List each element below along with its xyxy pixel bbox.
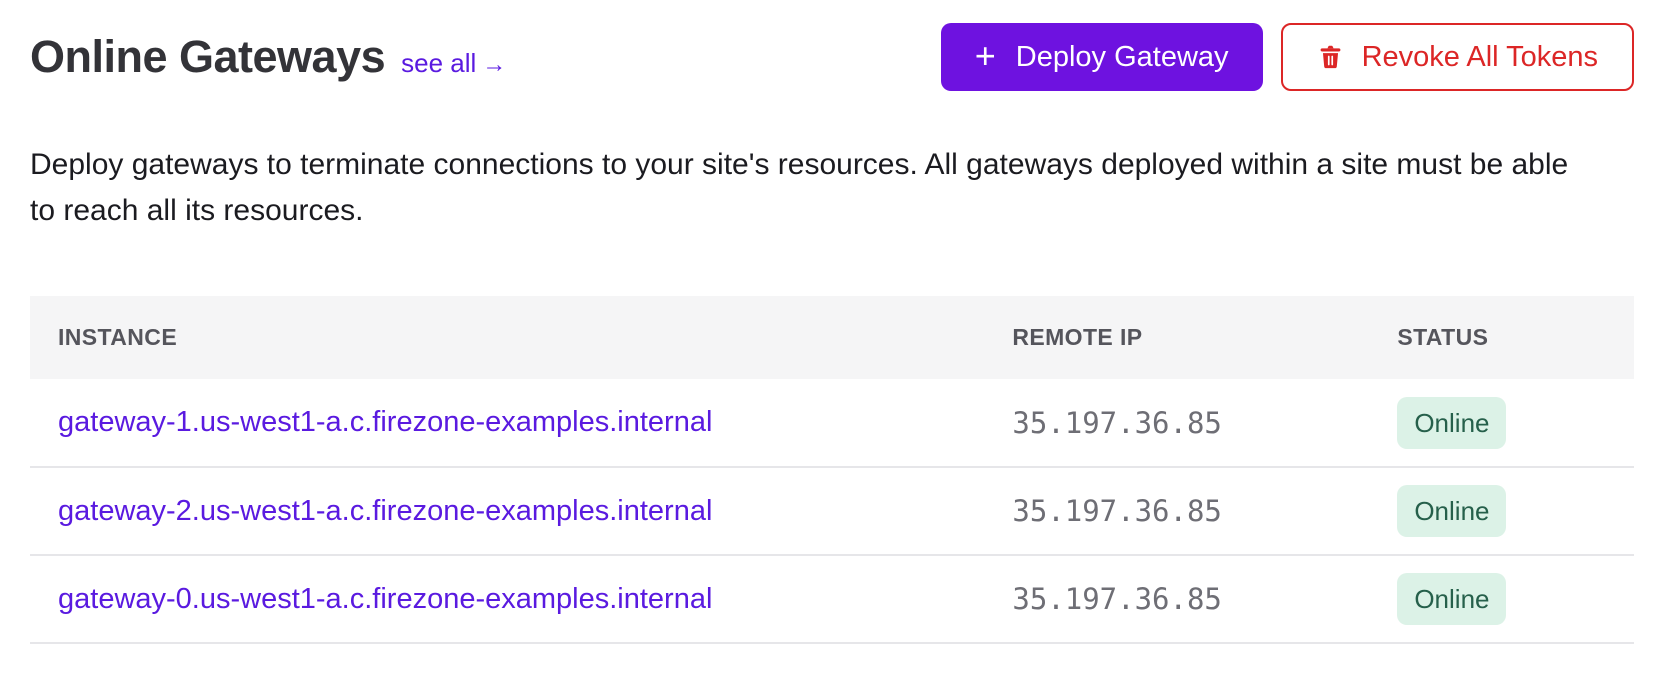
status-badge: Online [1397, 485, 1507, 537]
gateways-table: INSTANCE REMOTE IP STATUS gateway-1.us-w… [30, 296, 1634, 644]
remote-ip-value: 35.197.36.85 [1012, 494, 1222, 528]
revoke-all-tokens-button[interactable]: Revoke All Tokens [1280, 23, 1634, 91]
column-header-remote-ip: REMOTE IP [1012, 324, 1143, 350]
column-header-instance: INSTANCE [58, 324, 178, 350]
see-all-link[interactable]: see all → [401, 48, 506, 79]
remote-ip-value: 35.197.36.85 [1012, 405, 1222, 440]
deploy-gateway-button[interactable]: + Deploy Gateway [940, 23, 1263, 91]
deploy-gateway-label: Deploy Gateway [1015, 40, 1229, 73]
see-all-label: see all [401, 48, 477, 78]
status-badge: Online [1397, 396, 1507, 449]
plus-icon: + [974, 34, 996, 76]
gateway-link[interactable]: gateway-1.us-west1-a.c.firezone-examples… [58, 406, 713, 438]
revoke-all-tokens-label: Revoke All Tokens [1361, 40, 1598, 73]
title-group: Online Gateways see all → [30, 31, 506, 83]
table-row: gateway-1.us-west1-a.c.firezone-examples… [30, 379, 1634, 467]
column-header-status: STATUS [1397, 324, 1489, 350]
online-gateways-section: Online Gateways see all → + Deploy Gatew… [30, 0, 1634, 644]
table-row: gateway-0.us-west1-a.c.firezone-examples… [30, 555, 1634, 643]
page-title: Online Gateways [30, 31, 386, 82]
table-header-row: INSTANCE REMOTE IP STATUS [30, 296, 1634, 379]
status-badge: Online [1397, 573, 1507, 625]
remote-ip-value: 35.197.36.85 [1012, 582, 1222, 616]
gateway-link[interactable]: gateway-0.us-west1-a.c.firezone-examples… [58, 582, 713, 615]
trash-icon [1317, 42, 1344, 72]
arrow-right-icon: → [482, 51, 507, 78]
description-text: Deploy gateways to terminate connections… [30, 148, 1569, 227]
header-actions: + Deploy Gateway Revoke All Tokens [940, 23, 1634, 91]
section-header: Online Gateways see all → + Deploy Gatew… [30, 0, 1634, 92]
gateway-link[interactable]: gateway-2.us-west1-a.c.firezone-examples… [58, 494, 713, 527]
table-row: gateway-2.us-west1-a.c.firezone-examples… [30, 467, 1634, 555]
